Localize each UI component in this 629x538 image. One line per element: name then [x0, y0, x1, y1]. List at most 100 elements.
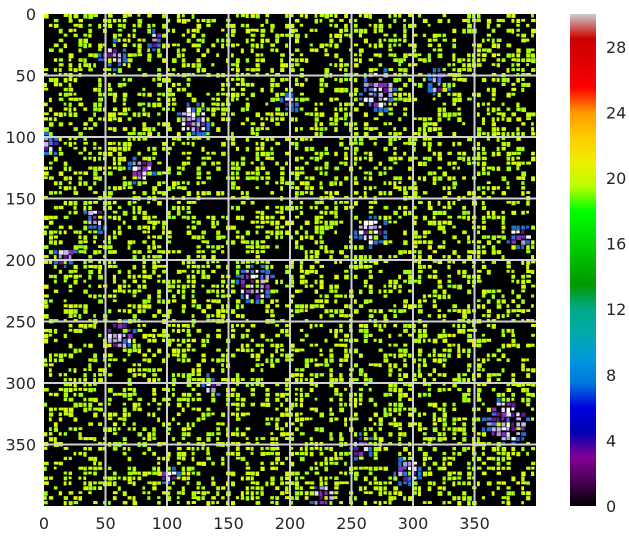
heatmap-cell: [285, 387, 290, 391]
heatmap-cell: [216, 427, 221, 431]
heatmap-cell: [98, 260, 102, 264]
heatmap-cell: [107, 481, 112, 487]
heatmap-cell: [181, 260, 185, 265]
heatmap-cell: [476, 112, 480, 117]
heatmap-cell: [265, 387, 270, 392]
heatmap-cell: [422, 235, 427, 239]
heatmap-cell: [162, 333, 167, 338]
heatmap-cell: [181, 14, 185, 18]
heatmap-cell: [521, 446, 525, 452]
heatmap-cell: [481, 245, 486, 249]
heatmap-cell: [481, 294, 486, 298]
heatmap-cell: [230, 387, 236, 392]
heatmap-cell: [427, 77, 433, 81]
heatmap-cell: [221, 141, 226, 147]
heatmap-cell: [491, 186, 496, 191]
heatmap-cell: [201, 191, 206, 196]
heatmap-cell: [196, 117, 201, 122]
heatmap-cell: [201, 181, 206, 185]
heatmap-cell: [388, 284, 392, 288]
heatmap-cell: [250, 264, 254, 268]
heatmap-cell: [127, 343, 132, 348]
heatmap-cell: [319, 102, 324, 106]
heatmap-cell: [176, 250, 182, 254]
heatmap-cell: [417, 260, 422, 265]
heatmap-cell: [211, 378, 215, 382]
heatmap-cell: [363, 87, 367, 92]
heatmap-cell: [339, 161, 344, 165]
heatmap-cell: [162, 33, 167, 38]
heatmap-cell: [132, 210, 136, 215]
heatmap-cell: [98, 446, 103, 451]
heatmap-cell: [496, 417, 500, 422]
heatmap-cell: [260, 368, 264, 373]
heatmap-cell: [260, 486, 264, 491]
heatmap-cell: [491, 132, 497, 137]
heatmap-cell: [201, 358, 206, 363]
heatmap-cell: [122, 63, 126, 67]
heatmap-cell: [496, 146, 500, 152]
heatmap-cell: [245, 496, 250, 501]
heatmap-cell: [280, 117, 285, 121]
heatmap-cell: [344, 422, 348, 427]
heatmap-cell: [152, 235, 156, 239]
heatmap-cell: [127, 33, 131, 38]
heatmap-cell: [526, 38, 530, 42]
heatmap-cell: [427, 156, 432, 162]
x-tick-label: 200: [275, 514, 306, 533]
heatmap-cell: [122, 328, 128, 333]
heatmap-cell: [68, 260, 74, 265]
heatmap-cell: [260, 146, 265, 151]
heatmap-cell: [403, 240, 408, 246]
heatmap-cell: [186, 471, 191, 476]
heatmap-cell: [142, 491, 146, 495]
heatmap-cell: [334, 461, 339, 465]
heatmap-cell: [280, 205, 284, 211]
heatmap-cell: [186, 333, 192, 337]
heatmap-cell: [171, 28, 176, 33]
heatmap-cell: [319, 461, 324, 467]
heatmap-cell: [388, 255, 392, 259]
heatmap-cell: [299, 446, 303, 451]
heatmap-cell: [206, 491, 210, 494]
heatmap-cell: [250, 171, 255, 175]
heatmap-cell: [181, 323, 187, 328]
heatmap-cell: [511, 63, 515, 67]
heatmap-cell: [432, 68, 437, 73]
heatmap-cell: [147, 333, 152, 337]
heatmap-cell: [516, 146, 522, 151]
heatmap-cell: [486, 18, 492, 24]
heatmap-cell: [427, 38, 432, 42]
heatmap-cell: [349, 240, 352, 244]
heatmap-cell: [245, 461, 249, 466]
heatmap-cell: [496, 451, 501, 455]
heatmap-cell: [186, 191, 192, 196]
heatmap-cell: [152, 314, 157, 318]
heatmap-cell: [531, 151, 535, 156]
heatmap-cell: [353, 451, 359, 456]
heatmap-cell: [437, 373, 442, 377]
heatmap-cell: [88, 383, 92, 387]
heatmap-cell: [255, 378, 261, 383]
heatmap-cell: [299, 432, 305, 436]
heatmap-cell: [98, 215, 103, 219]
heatmap-cell: [68, 343, 73, 349]
heatmap-cell: [447, 117, 451, 121]
heatmap-cell: [53, 250, 58, 255]
heatmap-cell: [250, 92, 256, 97]
heatmap-cell: [142, 38, 146, 42]
heatmap-cell: [226, 358, 229, 363]
heatmap-cell: [353, 181, 359, 185]
heatmap-cell: [496, 392, 501, 398]
heatmap-cell: [260, 53, 264, 57]
heatmap-cell: [44, 491, 48, 496]
heatmap-cell: [358, 289, 363, 295]
heatmap-cell: [275, 48, 279, 53]
heatmap-cell: [452, 407, 457, 412]
heatmap-cell: [285, 107, 289, 111]
heatmap-cell: [44, 166, 48, 171]
heatmap-cell: [157, 82, 162, 88]
heatmap-cell: [452, 496, 457, 501]
heatmap-cell: [491, 28, 496, 33]
heatmap-cell: [275, 230, 280, 236]
